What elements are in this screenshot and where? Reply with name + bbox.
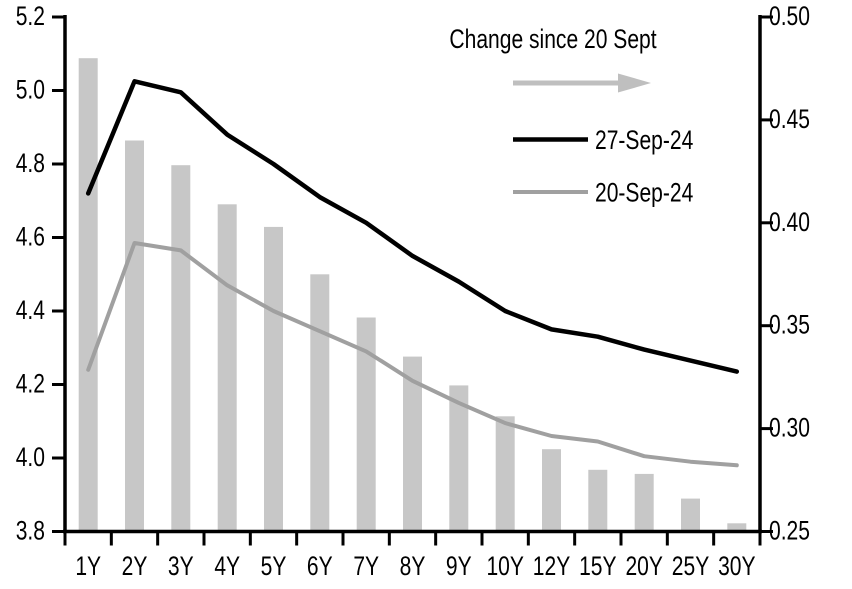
bar-7Y <box>356 317 376 532</box>
x-axis-label-15Y: 15Y <box>579 552 616 582</box>
bar-20Y <box>634 473 654 532</box>
bar-1Y <box>78 58 98 532</box>
x-axis-label-10Y: 10Y <box>486 552 523 582</box>
left-axis-label-4.0: 4.0 <box>16 443 45 473</box>
x-axis-label-5Y: 5Y <box>261 552 287 582</box>
left-axis-label-5.2: 5.2 <box>16 2 45 32</box>
bar-30Y <box>727 523 747 532</box>
legend-label-27sep: 27-Sep-24 <box>595 126 693 156</box>
x-axis-label-4Y: 4Y <box>214 552 240 582</box>
right-axis-label-0.35: 0.35 <box>769 310 810 340</box>
left-axis-label-3.8: 3.8 <box>16 516 45 546</box>
bar-4Y <box>217 204 237 532</box>
right-axis-label-0.50: 0.50 <box>769 2 810 32</box>
right-arrow-icon <box>513 73 651 93</box>
legend-title: Change since 20 Sept <box>449 25 656 55</box>
left-axis-label-5.0: 5.0 <box>16 75 45 105</box>
bar-6Y <box>310 274 330 532</box>
right-axis-label-0.25: 0.25 <box>769 516 810 546</box>
left-axis-label-4.2: 4.2 <box>16 369 45 399</box>
bar-25Y <box>681 498 700 532</box>
x-axis-label-2Y: 2Y <box>122 552 148 582</box>
bar-8Y <box>403 356 422 532</box>
x-axis-label-1Y: 1Y <box>75 552 101 582</box>
left-axis-label-4.6: 4.6 <box>16 222 45 252</box>
bar-5Y <box>264 226 283 532</box>
left-axis-label-4.8: 4.8 <box>16 149 45 179</box>
x-axis-label-7Y: 7Y <box>353 552 379 582</box>
line-27-sep-24 <box>85 79 740 374</box>
x-axis-label-9Y: 9Y <box>446 552 472 582</box>
x-axis-label-30Y: 30Y <box>718 552 755 582</box>
x-axis-label-8Y: 8Y <box>400 552 426 582</box>
bar-9Y <box>449 385 469 532</box>
bar-10Y <box>495 416 515 532</box>
left-axis-label-4.4: 4.4 <box>16 296 45 326</box>
right-axis-label-0.30: 0.30 <box>769 413 810 443</box>
line-20-sep-24 <box>86 241 739 468</box>
x-axis-label-6Y: 6Y <box>307 552 333 582</box>
bar-12Y <box>542 449 561 532</box>
legend: Change since 20 Sept 27-Sep-24 20-Sep-24 <box>449 25 693 209</box>
legend-label-20sep: 20-Sep-24 <box>595 178 693 208</box>
tick-labels-group: 5.2 5.0 4.8 4.6 4.4 4.2 4.0 3.8 0.50 0.45 0.40 0.35… <box>16 2 810 582</box>
bar-3Y <box>171 165 191 532</box>
right-axis-label-0.45: 0.45 <box>769 104 810 134</box>
bar-15Y <box>588 469 608 532</box>
x-axis-label-20Y: 20Y <box>625 552 662 582</box>
bar-2Y <box>125 140 144 532</box>
axes-group <box>52 15 773 546</box>
x-axis-label-25Y: 25Y <box>672 552 709 582</box>
x-axis-label-3Y: 3Y <box>168 552 194 582</box>
x-axis-label-12Y: 12Y <box>533 552 570 582</box>
right-axis-label-0.40: 0.40 <box>769 207 810 237</box>
bars-group <box>78 58 747 532</box>
lines-group <box>85 79 740 468</box>
